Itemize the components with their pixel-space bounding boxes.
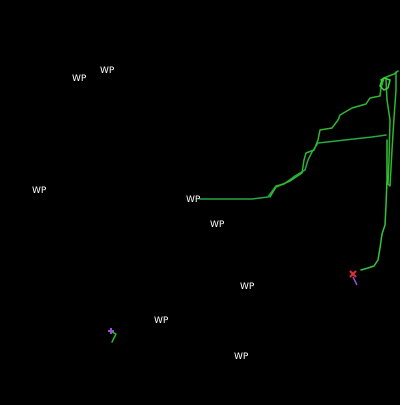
waypoint-label[interactable]: WP — [210, 220, 225, 230]
waypoint-label[interactable]: WP — [100, 66, 115, 76]
track-line-upper — [269, 70, 399, 198]
waypoint-label[interactable]: WP — [234, 352, 249, 362]
waypoint-label[interactable]: WP — [240, 282, 255, 292]
waypoint-label[interactable]: WP — [186, 195, 201, 205]
track-line-lower — [199, 134, 387, 200]
waypoint-label[interactable]: WP — [154, 316, 169, 326]
track-line-vertical — [385, 71, 397, 187]
track-line-loop — [379, 77, 391, 91]
waypoint-labels: WP WP WP WP WP WP WP WP — [32, 66, 255, 362]
red-x-marker-stroke — [349, 270, 357, 278]
waypoint-label[interactable]: WP — [72, 74, 87, 84]
purple-tail-line — [352, 276, 358, 286]
marker-red-x[interactable] — [349, 270, 358, 286]
waypoint-label[interactable]: WP — [32, 186, 47, 196]
track-line-descent — [360, 139, 388, 271]
track-line-small — [109, 330, 117, 343]
marker-purple[interactable] — [108, 328, 114, 334]
gps-tracks — [109, 70, 399, 343]
